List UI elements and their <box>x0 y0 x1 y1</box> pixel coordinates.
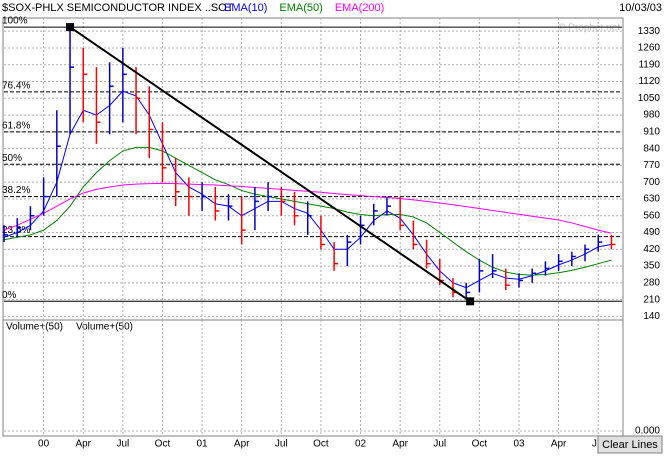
x-tick-label: Apr <box>75 439 91 450</box>
legend-entry: EMA(200) <box>335 2 385 14</box>
x-tick-label: Apr <box>234 439 250 450</box>
x-tick-label: Apr <box>551 439 567 450</box>
x-tick-label: Jul <box>116 439 129 450</box>
fib-label: 100% <box>2 16 28 27</box>
y-tick-label: 350 <box>643 261 660 272</box>
watermark: © Prophet.net <box>558 23 620 34</box>
legend-entry: EMA(10) <box>224 2 267 14</box>
y-tick-label: 840 <box>643 143 660 154</box>
x-tick-label: 00 <box>38 439 50 450</box>
y-tick-label: 770 <box>643 160 660 171</box>
y-tick-label: 1120 <box>638 76 660 87</box>
trend-anchor <box>466 297 475 306</box>
y-tick-label: 1260 <box>638 43 661 54</box>
chart-date: 10/03/03 <box>619 2 662 14</box>
y-tick-label: 700 <box>643 177 660 188</box>
button-label[interactable]: Clear Lines <box>602 439 658 451</box>
volume-panel <box>2 319 624 437</box>
y-tick-label: 910 <box>643 126 660 137</box>
y-tick-label: 630 <box>643 194 660 205</box>
x-tick-label: Oct <box>313 439 329 450</box>
x-tick-label: Oct <box>472 439 488 450</box>
y-tick-label: 280 <box>643 277 660 288</box>
clear-lines-button[interactable]: Clear Lines <box>597 435 663 454</box>
fib-label: 23.6% <box>2 225 30 236</box>
y-tick-label: 980 <box>643 110 660 121</box>
fib-label: 0% <box>2 290 17 301</box>
trend-anchor <box>66 23 75 32</box>
y-tick-label: 1330 <box>638 26 661 37</box>
y-tick-label: 490 <box>643 227 660 238</box>
legend-entry: EMA(50) <box>279 2 322 14</box>
y-tick-label: 420 <box>643 244 660 255</box>
x-tick-label: 01 <box>197 439 209 450</box>
ema-line <box>3 182 612 234</box>
trend-line <box>69 26 471 303</box>
y-tick-label: 210 <box>643 294 660 305</box>
y-tick-label: 0.000 <box>635 426 660 437</box>
fib-label: 50% <box>2 153 22 164</box>
x-tick-label: Oct <box>155 439 171 450</box>
price-panel <box>2 17 624 321</box>
x-tick-label: Jul <box>275 439 288 450</box>
y-tick-label: 560 <box>643 210 660 221</box>
volume-label: Volume+(50) <box>6 322 63 333</box>
button-box[interactable] <box>597 435 663 454</box>
fib-label: 38.2% <box>2 185 30 196</box>
fib-label: 61.8% <box>2 120 30 131</box>
volume-label: Volume+(50) <box>76 322 133 333</box>
chart-title: $SOX-PHLX SEMICONDUCTOR INDEX ..SOT <box>2 2 234 14</box>
x-tick-label: 02 <box>355 439 367 450</box>
y-tick-label: 1190 <box>638 59 660 70</box>
x-tick-label: Apr <box>392 439 408 450</box>
y-tick-label: 1050 <box>638 93 661 104</box>
fib-label: 76.4% <box>2 80 30 91</box>
x-tick-label: Jul <box>433 439 446 450</box>
y-tick-label: 140 <box>643 311 660 322</box>
x-tick-label: 03 <box>513 439 525 450</box>
